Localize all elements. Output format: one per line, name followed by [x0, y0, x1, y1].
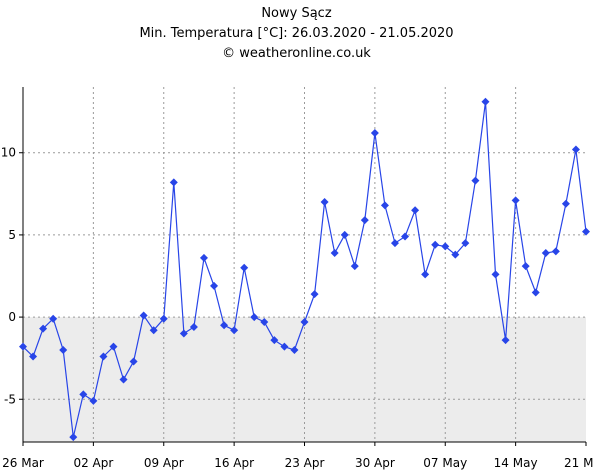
data-point: [119, 375, 128, 384]
data-point: [99, 352, 108, 361]
data-point: [360, 216, 369, 225]
data-point: [270, 336, 279, 345]
data-point: [511, 196, 520, 205]
data-point: [59, 345, 68, 354]
data-point: [441, 242, 450, 251]
data-point: [19, 342, 27, 351]
data-point: [89, 396, 98, 405]
x-tick-label: 23 Apr: [285, 456, 325, 470]
data-point: [551, 247, 560, 256]
data-point: [411, 206, 420, 215]
data-point: [300, 318, 309, 327]
data-point: [370, 129, 379, 138]
grid-lines: [23, 87, 586, 442]
data-point: [240, 263, 249, 272]
data-point: [79, 390, 88, 399]
data-point: [109, 342, 118, 351]
data-point: [481, 97, 490, 106]
data-point: [129, 357, 138, 366]
chart-credit: © weatheronline.co.uk: [222, 46, 371, 61]
data-point: [541, 248, 550, 257]
data-point: [189, 322, 198, 331]
x-tick-label: 26 Mar: [2, 456, 44, 470]
data-point: [401, 232, 410, 241]
data-point: [260, 318, 269, 327]
data-point: [69, 433, 78, 442]
y-tick-label: 5: [8, 228, 16, 242]
data-point: [571, 145, 580, 154]
x-tick-label: 09 Apr: [144, 456, 184, 470]
data-point: [521, 262, 530, 271]
data-point: [561, 199, 570, 208]
axis-tick-labels: -5 0 5 10 26 Mar 02 Apr 09 Apr 16 Apr 23 Apr 30 A…: [1, 146, 593, 470]
data-point: [49, 314, 58, 323]
data-point: [39, 324, 48, 333]
data-point: [501, 336, 510, 345]
data-point: [380, 201, 389, 210]
data-point: [531, 288, 540, 297]
data-point: [320, 198, 329, 207]
data-point: [179, 329, 188, 338]
data-point: [250, 313, 259, 322]
data-point: [471, 176, 480, 185]
data-point: [310, 290, 319, 299]
data-point: [220, 321, 229, 330]
data-point: [210, 281, 219, 290]
x-tick-label: 07 May: [423, 456, 467, 470]
x-tick-label: 30 Apr: [355, 456, 395, 470]
data-point: [330, 248, 339, 257]
data-point: [29, 352, 38, 361]
series-markers: [19, 97, 590, 442]
data-point: [491, 270, 500, 279]
x-tick-label: 02 Apr: [73, 456, 113, 470]
data-point: [451, 250, 460, 259]
data-point: [582, 227, 590, 236]
data-point: [431, 240, 440, 249]
chart-subtitle: Min. Temperatura [°C]: 26.03.2020 - 21.0…: [139, 26, 454, 41]
y-tick-label: 10: [1, 146, 16, 160]
data-point: [290, 345, 299, 354]
data-point: [350, 262, 359, 271]
data-point: [149, 326, 158, 335]
x-tick-label: 21 May: [564, 456, 593, 470]
data-point: [139, 311, 148, 320]
data-point: [159, 314, 168, 323]
y-tick-label: 0: [8, 310, 16, 324]
data-point: [280, 342, 289, 351]
x-tick-label: 16 Apr: [214, 456, 254, 470]
chart-title: Nowy Sącz: [261, 6, 332, 21]
data-point: [230, 326, 239, 335]
data-point: [199, 253, 208, 262]
y-tick-label: -5: [4, 392, 16, 406]
chart-header: Nowy Sącz Min. Temperatura [°C]: 26.03.2…: [0, 0, 593, 64]
data-point: [421, 270, 430, 279]
data-point: [340, 230, 349, 239]
x-tick-label: 14 May: [494, 456, 538, 470]
data-point: [169, 178, 178, 187]
data-point: [461, 239, 470, 248]
data-point: [390, 239, 399, 248]
